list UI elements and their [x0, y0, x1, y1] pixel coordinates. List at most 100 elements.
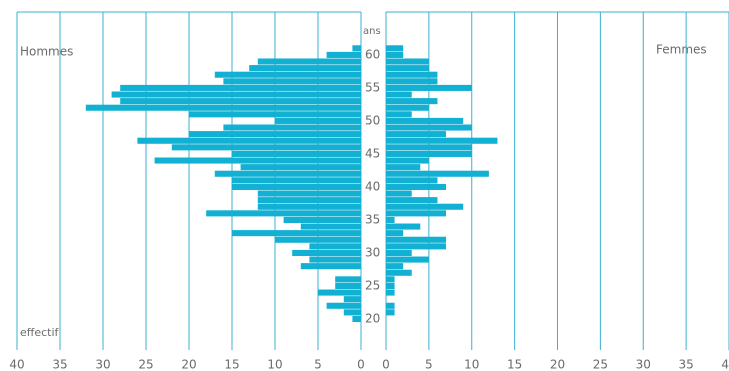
bar — [386, 170, 489, 177]
bar — [386, 197, 438, 204]
bar — [386, 117, 464, 124]
y-tick-label: 20 — [365, 311, 380, 325]
bar — [223, 78, 361, 85]
y-tick-label: 35 — [365, 212, 380, 226]
bar — [85, 104, 362, 111]
bar — [343, 309, 361, 316]
x-tick-label: 30 — [636, 358, 651, 371]
x-tick-label: 5 — [314, 358, 322, 371]
bar — [189, 131, 361, 138]
bar — [386, 104, 429, 111]
bar — [386, 190, 412, 197]
bar — [386, 84, 472, 91]
x-tick-label: 10 — [267, 358, 282, 371]
bar — [257, 190, 361, 197]
bar — [283, 216, 361, 223]
bar — [386, 58, 429, 65]
bar — [326, 51, 361, 58]
bar — [326, 302, 361, 309]
bar — [386, 65, 429, 72]
bar — [386, 282, 395, 290]
bar — [309, 243, 361, 250]
x-tick-label: 0 — [357, 358, 365, 371]
bar — [257, 197, 361, 204]
bar — [386, 183, 447, 190]
bar — [386, 243, 447, 250]
x-tick-label: 40 — [721, 358, 729, 371]
bar — [318, 289, 361, 296]
bar — [386, 98, 438, 105]
bar — [335, 282, 361, 290]
x-tick-label: 20 — [550, 358, 565, 371]
bar — [300, 223, 361, 230]
y-tick-label: 45 — [365, 146, 380, 160]
bar — [386, 144, 472, 151]
age-axis-label: ans — [363, 26, 381, 37]
bar — [386, 203, 464, 210]
bar — [386, 71, 438, 78]
bar — [249, 65, 361, 72]
bar — [137, 137, 361, 144]
bar — [386, 223, 421, 230]
x-axis-label: effectif — [20, 326, 60, 339]
bar — [154, 157, 361, 164]
bar — [214, 170, 361, 177]
x-tick-label: 15 — [507, 358, 522, 371]
x-tick-label: 20 — [181, 358, 196, 371]
bar — [275, 236, 361, 243]
bar — [386, 276, 395, 283]
bar — [111, 91, 361, 98]
bar — [386, 150, 472, 157]
bar — [386, 309, 395, 316]
bar — [386, 236, 447, 243]
x-tick-label: 25 — [138, 358, 153, 371]
x-tick-label: 5 — [425, 358, 433, 371]
bar — [120, 98, 361, 105]
bar — [386, 249, 412, 256]
bar — [386, 256, 429, 263]
bar — [214, 71, 361, 78]
bar — [386, 91, 412, 98]
bar — [206, 210, 361, 217]
bar — [232, 183, 361, 190]
bar — [386, 124, 472, 131]
bar — [240, 164, 361, 171]
x-tick-label: 30 — [95, 358, 110, 371]
bar — [386, 210, 447, 217]
bar — [386, 157, 429, 164]
bar — [232, 230, 361, 237]
bar — [386, 111, 412, 118]
bar — [386, 164, 421, 171]
y-tick-label: 40 — [365, 179, 380, 193]
y-tick-label: 50 — [365, 113, 380, 127]
series-label-women: Femmes — [656, 43, 707, 57]
bar — [386, 230, 404, 237]
x-tick-label: 35 — [52, 358, 67, 371]
y-tick-label: 55 — [365, 80, 380, 94]
y-tick-label: 25 — [365, 278, 380, 292]
bar — [300, 263, 361, 270]
bar — [386, 269, 412, 276]
series-label-men: Hommes — [20, 45, 73, 59]
bar — [386, 177, 438, 184]
bar — [352, 45, 361, 52]
bar — [386, 263, 404, 270]
bar — [120, 84, 361, 91]
bar — [171, 144, 361, 151]
bar — [292, 249, 361, 256]
bar — [257, 203, 361, 210]
bar — [343, 296, 361, 303]
bar — [309, 256, 361, 263]
bar — [386, 51, 404, 58]
x-tick-label: 25 — [593, 358, 608, 371]
x-tick-label: 35 — [678, 358, 693, 371]
bar — [386, 137, 498, 144]
bar — [352, 315, 361, 323]
bar — [275, 117, 361, 124]
bar — [386, 131, 447, 138]
bar — [386, 45, 404, 52]
bar — [386, 216, 395, 223]
bar — [386, 289, 395, 296]
bar — [386, 302, 395, 309]
